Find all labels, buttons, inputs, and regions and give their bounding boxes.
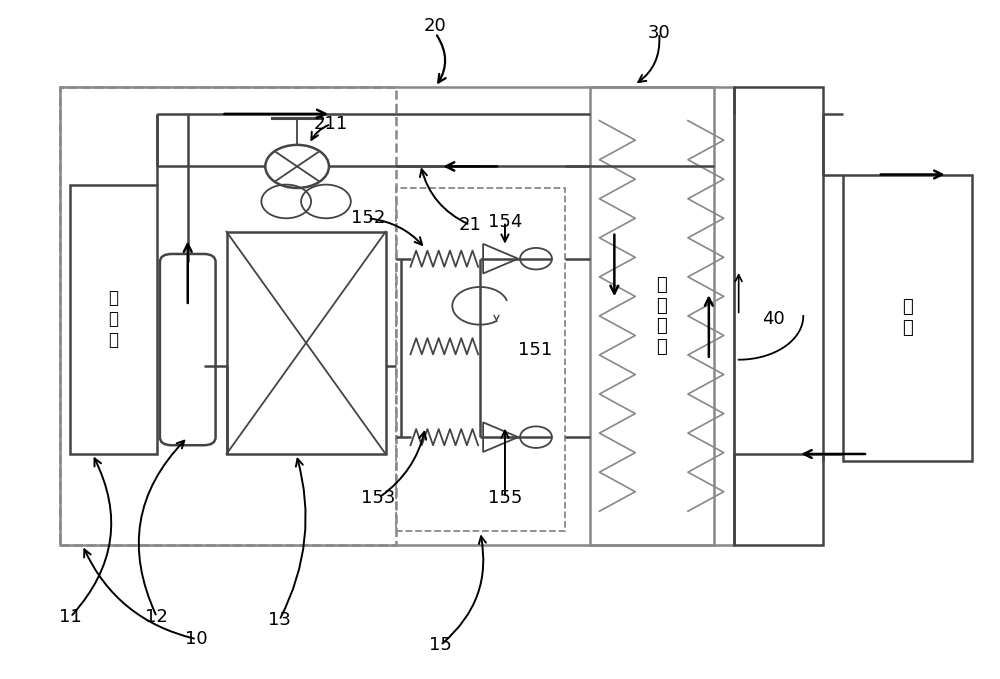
Text: 12: 12 xyxy=(145,608,168,626)
Text: 153: 153 xyxy=(361,489,396,507)
Text: 21: 21 xyxy=(459,216,482,234)
Text: 211: 211 xyxy=(314,115,348,133)
Text: 40: 40 xyxy=(762,310,785,329)
Text: 11: 11 xyxy=(59,608,82,626)
Text: 水
泵: 水 泵 xyxy=(902,298,913,337)
Bar xyxy=(70,185,157,454)
Text: 152: 152 xyxy=(351,209,385,227)
Bar xyxy=(734,87,823,545)
Text: 155: 155 xyxy=(488,489,522,507)
Text: 20: 20 xyxy=(424,18,447,35)
Text: 154: 154 xyxy=(488,213,522,231)
Text: 30: 30 xyxy=(648,24,670,42)
Text: 压
缩
机: 压 缩 机 xyxy=(109,289,119,349)
Bar xyxy=(396,188,565,532)
Bar xyxy=(60,87,714,545)
Text: 10: 10 xyxy=(185,630,208,648)
Bar xyxy=(843,175,972,461)
Text: 换
热
元
件: 换 热 元 件 xyxy=(656,276,667,356)
Text: 151: 151 xyxy=(518,341,552,359)
Bar xyxy=(590,87,734,545)
Text: 13: 13 xyxy=(268,611,291,629)
Text: 15: 15 xyxy=(429,636,452,655)
Bar xyxy=(60,87,396,545)
Bar xyxy=(227,232,386,454)
